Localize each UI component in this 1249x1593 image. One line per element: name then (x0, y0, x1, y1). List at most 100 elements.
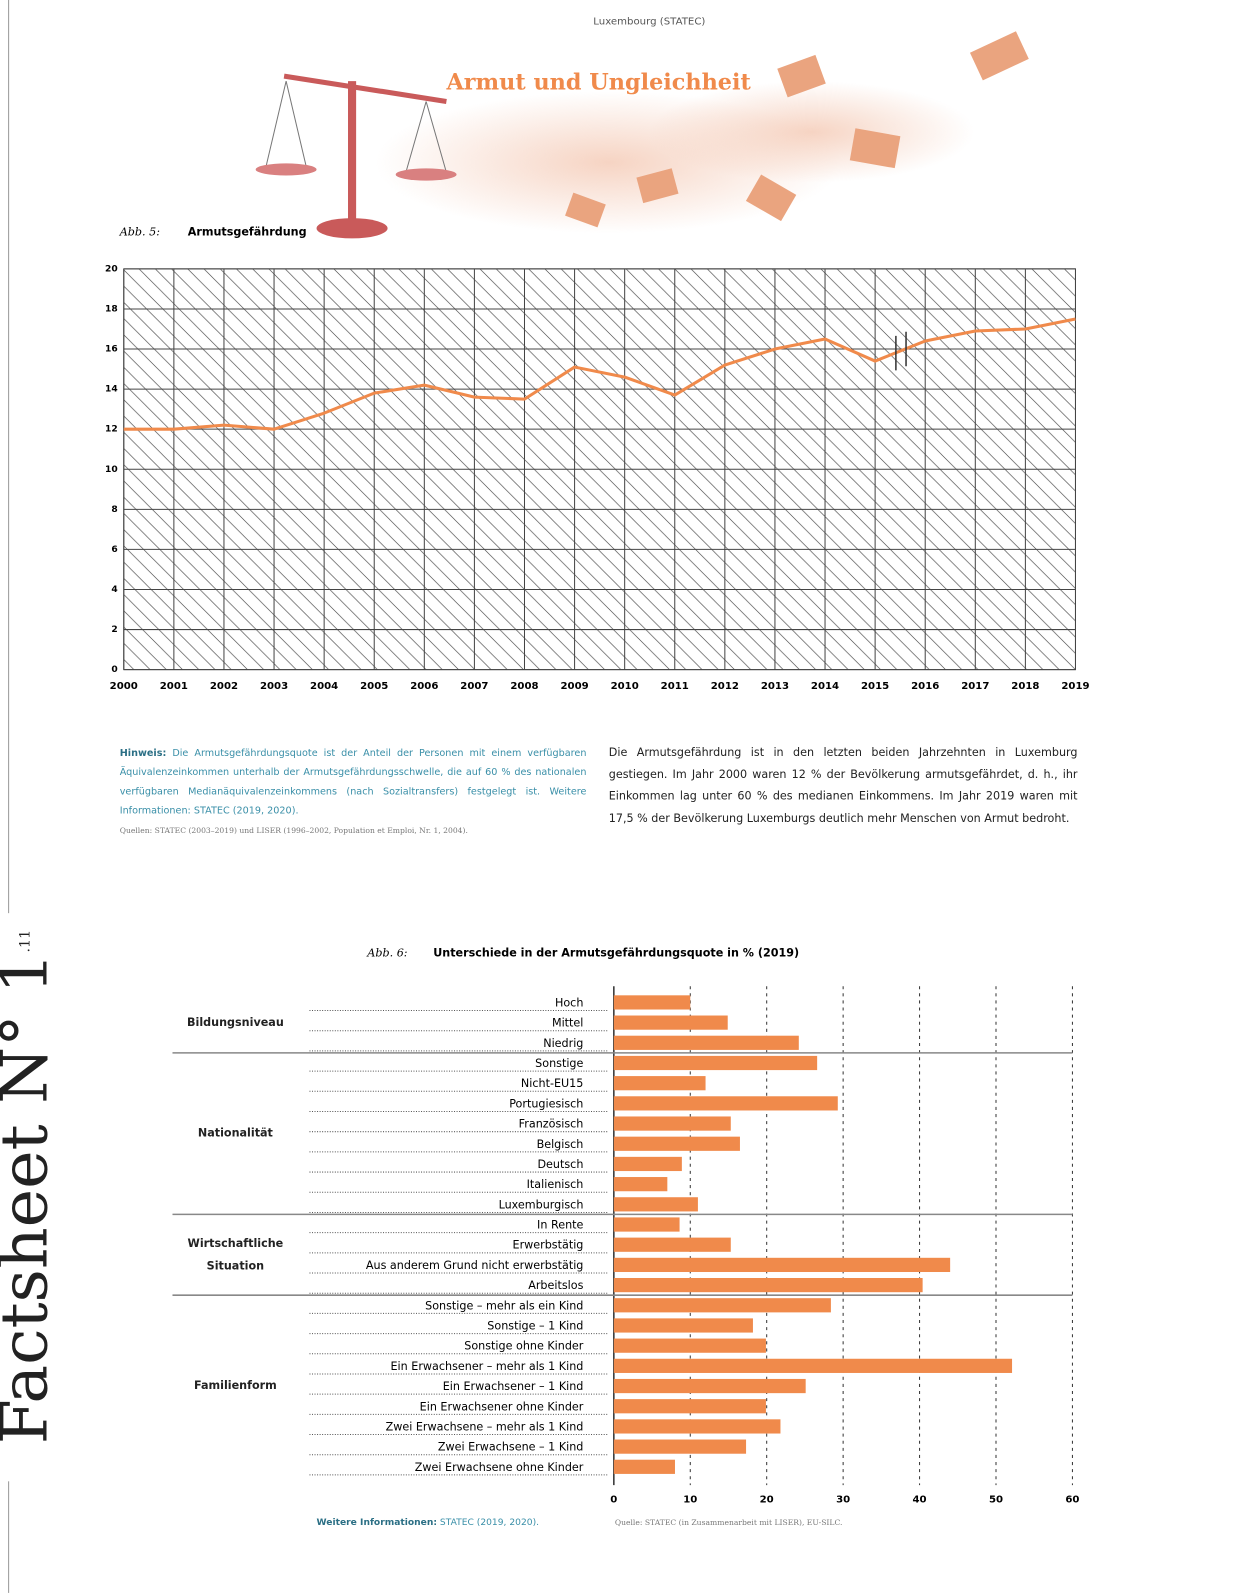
figure-title: Unterschiede in der Armutsgefährdungsquo… (433, 947, 799, 960)
y-tick-label: 0 (111, 665, 117, 675)
x-tick-label: 20 (760, 1494, 774, 1505)
x-tick-label: 60 (1065, 1494, 1079, 1505)
category-label: Aus anderem Grund nicht erwerbstätig (366, 1259, 584, 1272)
hint-text: Die Armutsgefährdungsquote ist der Antei… (120, 748, 587, 817)
bar (614, 1238, 731, 1252)
x-tick-label: 2017 (961, 681, 989, 692)
y-tick-label: 20 (105, 264, 118, 274)
category-label: Sonstige (535, 1057, 583, 1070)
more-text: STATEC (2019, 2020). (440, 1518, 539, 1528)
bar (614, 1036, 799, 1050)
group-label: Nationalität (175, 1111, 297, 1156)
category-label: Deutsch (537, 1158, 583, 1171)
category-label: Italienisch (527, 1178, 584, 1191)
x-tick-label: 2012 (711, 681, 739, 692)
bar (614, 1016, 728, 1030)
x-tick-label: 2003 (260, 681, 288, 692)
y-tick-label: 8 (111, 505, 117, 515)
x-tick-label: 2018 (1011, 681, 1039, 692)
x-tick-label: 2006 (410, 681, 438, 692)
x-tick-label: 40 (913, 1494, 927, 1505)
category-label: Mittel (552, 1017, 583, 1030)
bar (614, 995, 690, 1009)
category-label: Französisch (519, 1118, 584, 1131)
category-label: Nicht-EU15 (521, 1077, 583, 1090)
category-label: Sonstige – mehr als ein Kind (425, 1299, 583, 1312)
source2: Quelle: STATEC (in Zusammenarbeit mit LI… (615, 1514, 1021, 1532)
x-tick-label: 2013 (761, 681, 789, 692)
bar (614, 1137, 740, 1151)
y-tick-label: 4 (111, 585, 117, 595)
figure-title: Armutsgefährdung (188, 225, 307, 238)
category-label: Ein Erwachsener – mehr als 1 Kind (391, 1360, 584, 1373)
category-label: Zwei Erwachsene ohne Kinder (415, 1461, 584, 1474)
category-label: Portugiesisch (509, 1097, 583, 1110)
bar (614, 1157, 682, 1171)
category-label: Zwei Erwachsene – mehr als 1 Kind (386, 1420, 584, 1433)
x-tick-label: 2011 (661, 681, 689, 692)
page: Factsheet N° 1.11 Luxembourg (STATEC) Ar… (0, 0, 1249, 1591)
x-tick-label: 2015 (861, 681, 889, 692)
more-info: Weitere Informationen: STATEC (2019, 202… (317, 1514, 621, 1533)
y-tick-label: 2 (111, 625, 117, 635)
category-label: Belgisch (537, 1138, 584, 1151)
y-tick-label: 10 (105, 465, 118, 475)
bar (614, 1460, 675, 1474)
group-label: Wirtschaftliche Situation (175, 1232, 297, 1277)
x-tick-label: 2007 (460, 681, 488, 692)
x-tick-label: 2016 (911, 681, 939, 692)
category-label: Arbeitslos (528, 1279, 583, 1292)
x-tick-label: 2019 (1061, 681, 1089, 692)
bar (614, 1399, 766, 1413)
bar (614, 1217, 680, 1231)
x-tick-label: 2002 (210, 681, 238, 692)
category-label: Sonstige – 1 Kind (487, 1319, 583, 1332)
more-label: Weitere Informationen: (317, 1518, 437, 1528)
bar (614, 1197, 698, 1211)
figure-label: Abb. 6: (366, 947, 408, 960)
x-tick-label: 2014 (811, 681, 839, 692)
bar (614, 1419, 781, 1433)
category-label: Erwerbstätig (513, 1239, 584, 1252)
bar (614, 1440, 746, 1454)
y-tick-label: 12 (105, 425, 118, 435)
x-tick-label: 10 (683, 1494, 697, 1505)
category-label: Luxemburgisch (499, 1198, 584, 1211)
category-label: Ein Erwachsener ohne Kinder (420, 1400, 584, 1413)
category-label: Hoch (555, 996, 583, 1009)
hint: Hinweis: Die Armutsgefährdungsquote ist … (120, 744, 587, 821)
bar (614, 1056, 817, 1070)
category-label: Niedrig (543, 1037, 583, 1050)
bar (614, 1177, 668, 1191)
category-label: Sonstige ohne Kinder (464, 1340, 584, 1353)
bar (614, 1379, 806, 1393)
bar (614, 1278, 923, 1292)
x-tick-label: 30 (836, 1494, 850, 1505)
bar (614, 1258, 950, 1272)
x-tick-label: 2005 (360, 681, 388, 692)
y-tick-label: 6 (111, 545, 117, 555)
x-tick-label: 2004 (310, 681, 338, 692)
bar (614, 1096, 838, 1110)
x-tick-label: 0 (610, 1494, 617, 1505)
group-label: Familienform (175, 1364, 297, 1409)
group-label: Bildungsniveau (175, 1000, 297, 1045)
figure-label: Abb. 5: (119, 225, 161, 238)
category-label: Ein Erwachsener – 1 Kind (443, 1380, 584, 1393)
x-tick-label: 2009 (560, 681, 588, 692)
bar (614, 1298, 831, 1312)
bar (614, 1339, 766, 1353)
x-tick-label: 2000 (110, 681, 138, 692)
category-label: Zwei Erwachsene – 1 Kind (438, 1441, 584, 1454)
sources: Quellen: STATEC (2003–2019) und LISER (1… (120, 822, 587, 840)
hint-label: Hinweis: (120, 748, 167, 759)
x-tick-label: 50 (989, 1494, 1003, 1505)
bar (614, 1318, 753, 1332)
y-tick-label: 18 (105, 304, 118, 314)
bar (614, 1359, 1012, 1373)
x-tick-label: 2010 (611, 681, 639, 692)
illustration (256, 31, 1029, 238)
bar (614, 1076, 706, 1090)
summary: Die Armutsgefährdung ist in den letzten … (609, 742, 1078, 829)
bar (614, 1116, 731, 1130)
